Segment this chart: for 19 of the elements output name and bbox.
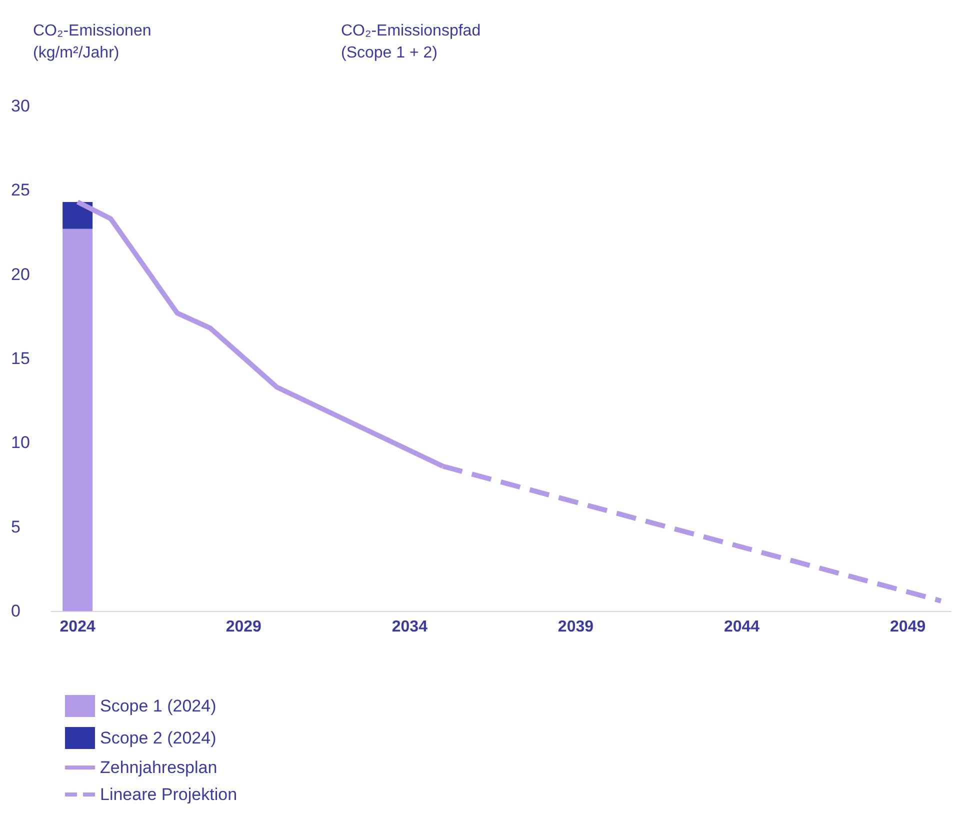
y-tick-label: 25 [11, 180, 30, 200]
x-tick-label: 2034 [392, 618, 428, 636]
chart-title: CO₂-Emissionspfad (Scope 1 + 2) [341, 22, 481, 62]
y-tick-label: 5 [11, 517, 20, 536]
x-tick-label: 2039 [558, 618, 594, 636]
y-tick-label: 15 [11, 349, 30, 368]
y-tick-label: 20 [11, 264, 30, 284]
y-axis-title: CO₂-Emissionen (kg/m²/Jahr) [33, 22, 152, 62]
legend-label: Scope 1 (2024) [100, 696, 216, 716]
x-tick-label: 2029 [226, 618, 262, 636]
y-tick-label: 0 [11, 602, 20, 620]
y-tick-label: 10 [11, 433, 30, 452]
y-tick-label: 30 [11, 96, 30, 116]
x-tick-label: 2044 [724, 618, 760, 636]
x-tick-label: 2049 [890, 618, 926, 636]
legend-label: Scope 2 (2024) [100, 728, 216, 748]
x-tick-label: 2024 [60, 618, 96, 636]
legend-label: Lineare Projektion [100, 785, 238, 804]
legend-label: Zehnjahresplan [100, 758, 218, 777]
